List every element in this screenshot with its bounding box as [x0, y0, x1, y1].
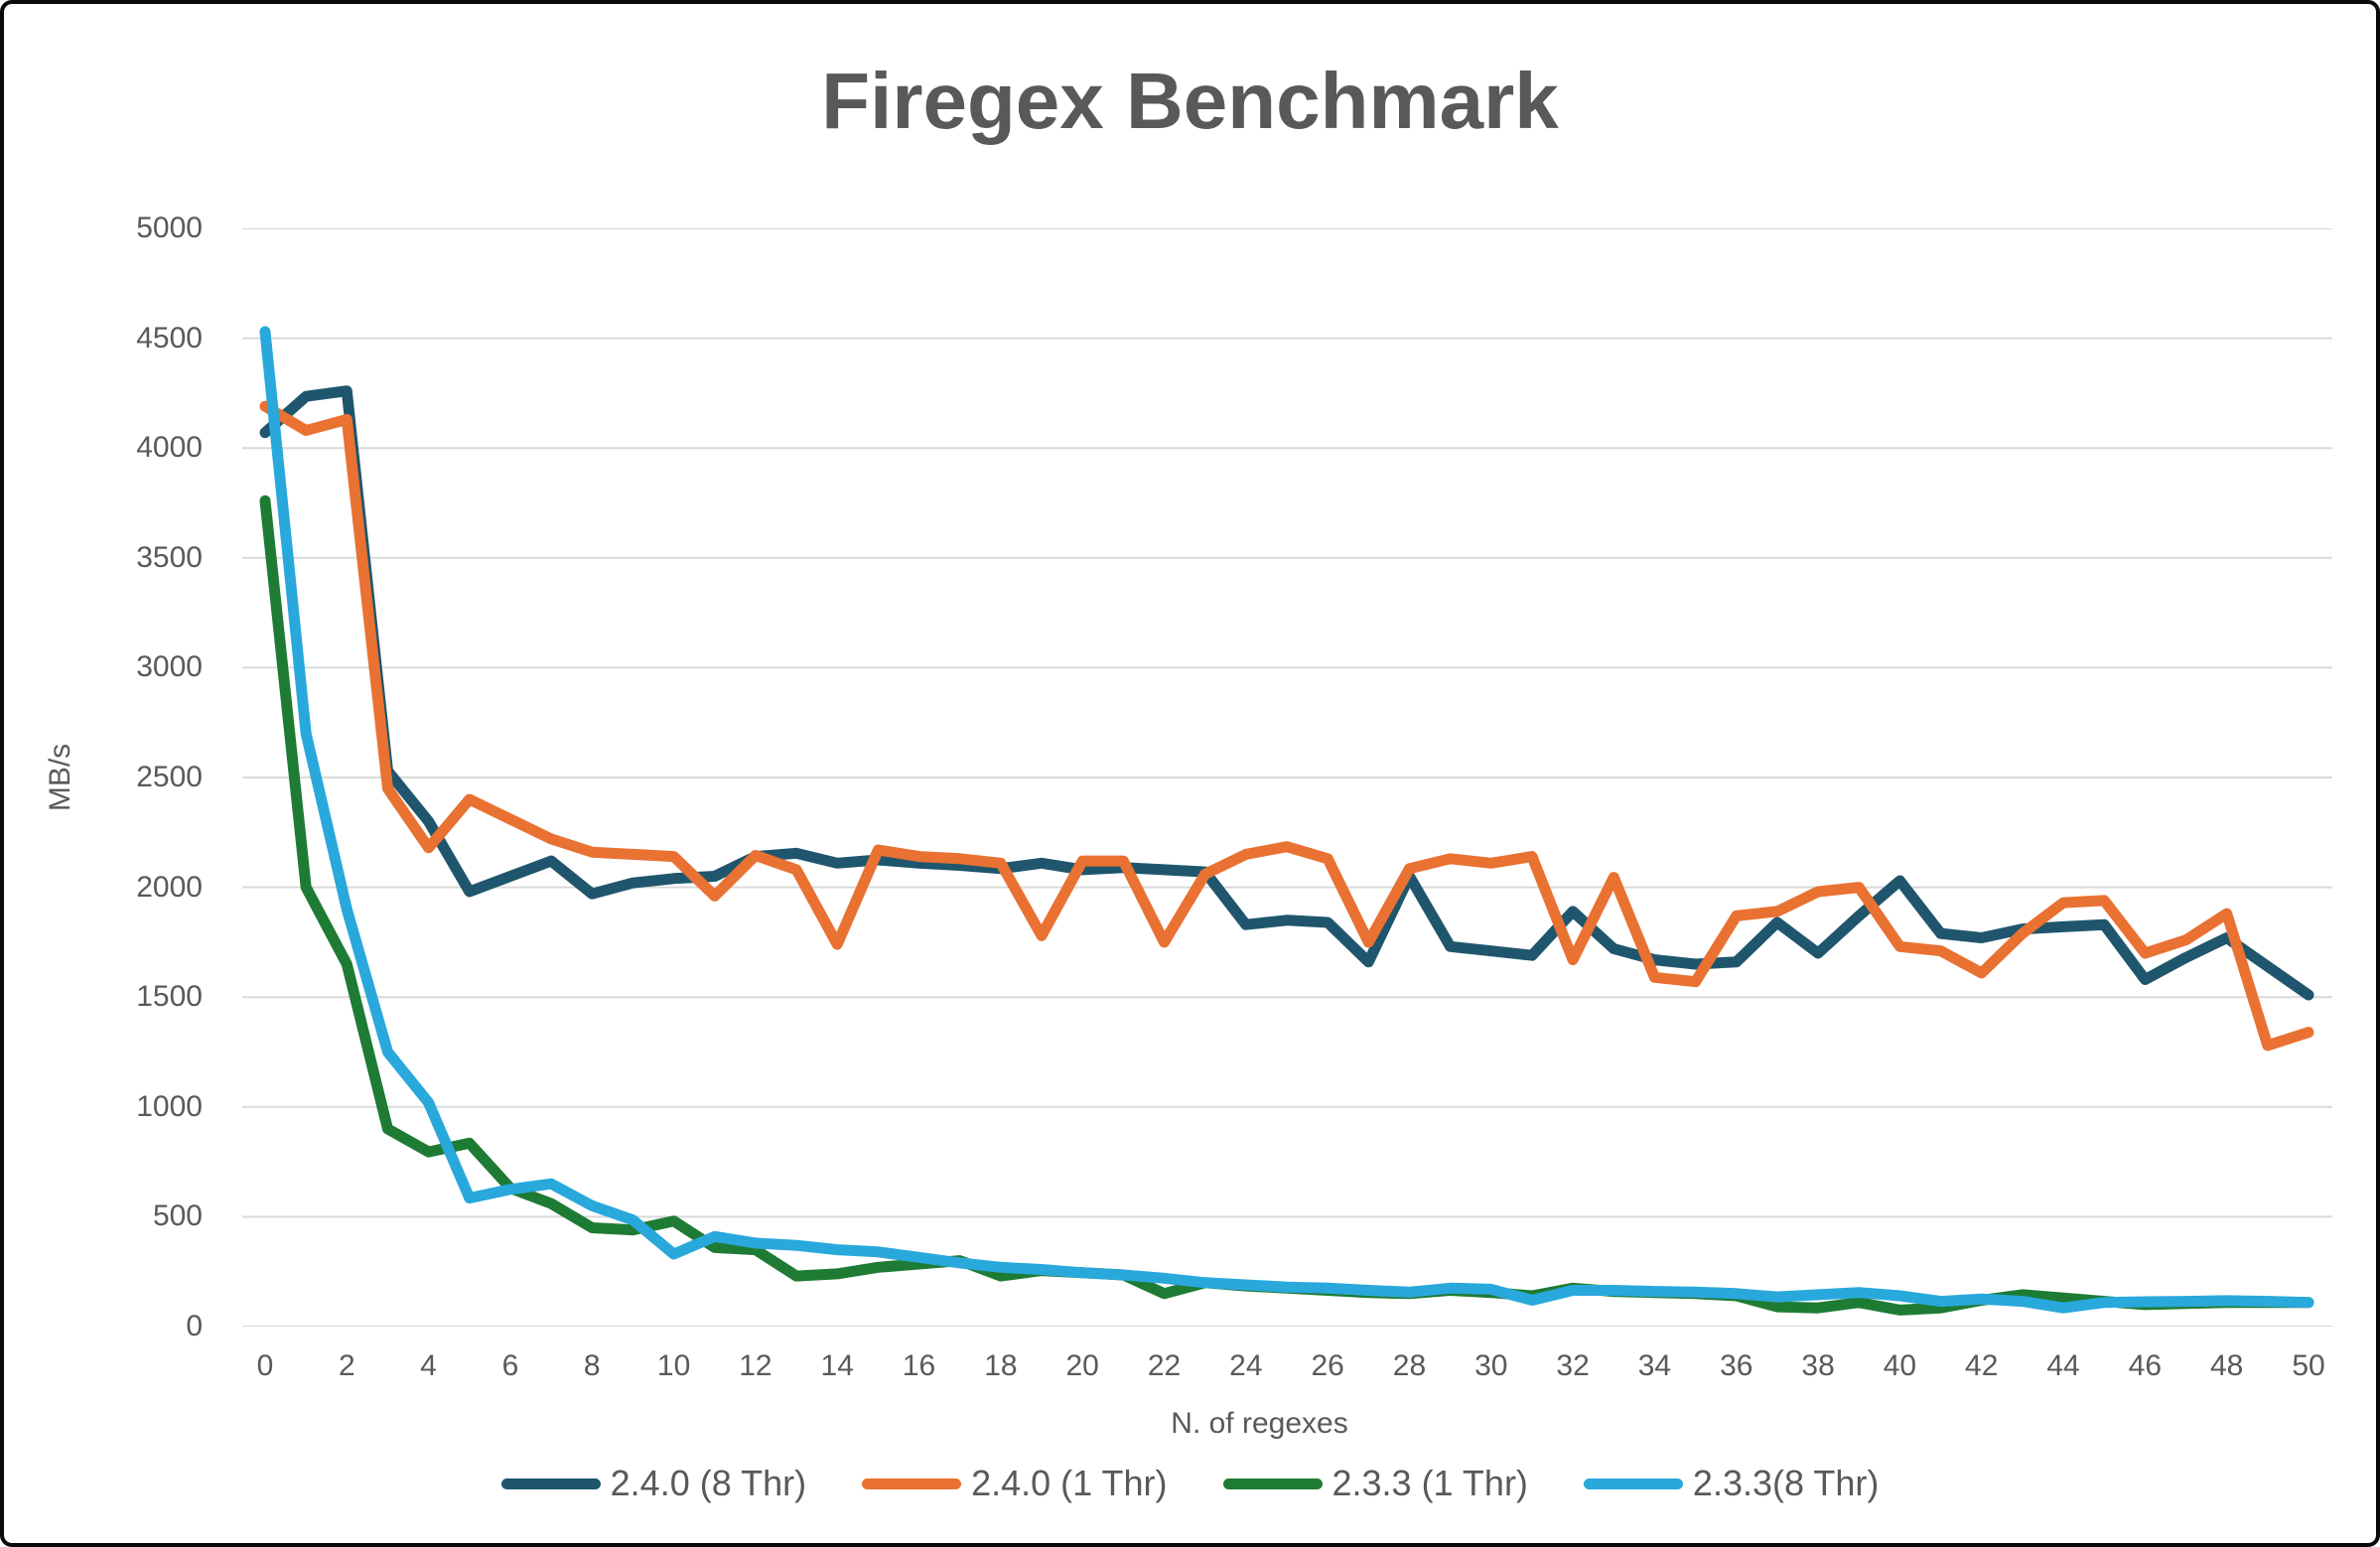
- series-line-2-4-0-1-thr-: [259, 400, 2314, 1052]
- x-tick-label-44: 44: [2046, 1349, 2080, 1382]
- y-tick-label-3000: 3000: [136, 650, 203, 684]
- x-tick-label-2: 2: [338, 1349, 355, 1382]
- x-tick-label-42: 42: [1965, 1349, 1999, 1382]
- legend: 2.4.0 (8 Thr) 2.4.0 (1 Thr) 2.3.3 (1 Thr) 2…: [4, 1462, 2376, 1505]
- plot-area: [242, 228, 2332, 1327]
- x-tick-label-24: 24: [1229, 1349, 1263, 1382]
- x-tick-label-22: 22: [1147, 1349, 1182, 1382]
- legend-label: 2.3.3 (1 Thr): [1331, 1463, 1528, 1503]
- x-tick-label-48: 48: [2209, 1349, 2244, 1382]
- x-tick-label-14: 14: [820, 1349, 854, 1382]
- legend-label: 2.4.0 (1 Thr): [971, 1463, 1168, 1503]
- x-tick-label-26: 26: [1311, 1349, 1344, 1382]
- x-tick-label-40: 40: [1883, 1349, 1917, 1382]
- y-tick-label-0: 0: [186, 1310, 203, 1342]
- x-tick-label-36: 36: [1720, 1349, 1753, 1382]
- x-tick-label-34: 34: [1637, 1349, 1672, 1382]
- series-line-2-3-3-8-thr-: [259, 326, 2314, 1314]
- x-tick-label-28: 28: [1392, 1349, 1427, 1382]
- legend-label: 2.3.3(8 Thr): [1692, 1463, 1880, 1503]
- y-tick-label-500: 500: [152, 1199, 203, 1233]
- y-tick-label-1500: 1500: [136, 980, 203, 1014]
- x-tick-label-32: 32: [1556, 1349, 1590, 1382]
- legend-item-2-4-0-1-thr-: 2.4.0 (1 Thr): [862, 1462, 1168, 1505]
- y-tick-label-2000: 2000: [136, 870, 203, 904]
- x-tick-label-18: 18: [984, 1349, 1018, 1382]
- x-axis-title: N. of regexes: [1171, 1407, 1348, 1440]
- legend-item-2-4-0-8-thr-: 2.4.0 (8 Thr): [500, 1462, 807, 1505]
- legend-item-2-3-3-1-thr-: 2.3.3 (1 Thr): [1222, 1462, 1528, 1505]
- x-tick-label-38: 38: [1801, 1349, 1835, 1382]
- legend-label: 2.4.0 (8 Thr): [610, 1463, 807, 1503]
- x-tick-label-20: 20: [1065, 1349, 1099, 1382]
- x-tick-label-46: 46: [2128, 1349, 2163, 1382]
- x-tick-label-16: 16: [902, 1349, 936, 1382]
- y-tick-label-1000: 1000: [136, 1089, 203, 1123]
- chart-title: Firegex Benchmark: [821, 57, 1559, 145]
- x-tick-label-10: 10: [656, 1349, 691, 1382]
- x-tick-label-0: 0: [256, 1349, 274, 1382]
- y-tick-label-4500: 4500: [136, 321, 203, 354]
- y-tick-label-2500: 2500: [136, 761, 203, 793]
- y-axis-title: MB/s: [44, 743, 76, 812]
- y-tick-label-3500: 3500: [136, 540, 203, 574]
- x-tick-label-8: 8: [583, 1349, 601, 1382]
- legend-item-2-3-3-8-thr-: 2.3.3(8 Thr): [1583, 1462, 1880, 1505]
- x-tick-label-4: 4: [420, 1349, 437, 1382]
- x-tick-label-30: 30: [1474, 1349, 1508, 1382]
- legend-line-swatch: [1583, 1477, 1683, 1489]
- y-tick-label-4000: 4000: [136, 431, 203, 465]
- legend-line-swatch: [862, 1477, 962, 1489]
- x-tick-label-50: 50: [2292, 1349, 2325, 1382]
- series-line-2-4-0-8-thr-: [259, 385, 2314, 1001]
- y-tick-label-5000: 5000: [136, 211, 203, 244]
- x-tick-label-6: 6: [501, 1349, 519, 1382]
- x-tick-label-12: 12: [739, 1349, 772, 1382]
- legend-line-swatch: [500, 1477, 601, 1489]
- legend-line-swatch: [1222, 1477, 1323, 1489]
